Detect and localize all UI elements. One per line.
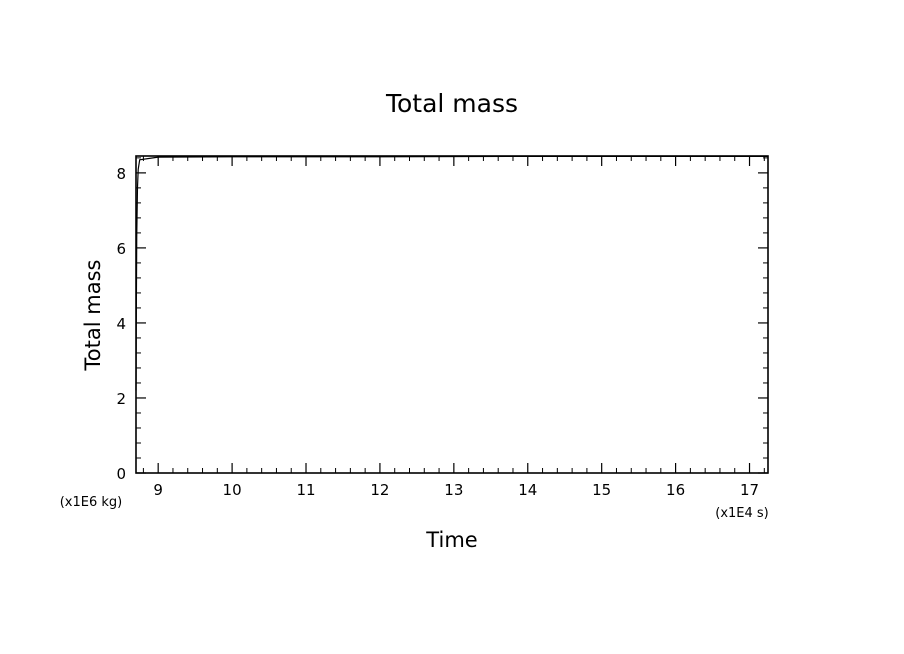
plot-frame (135, 155, 769, 474)
y-tick-label: 2 (116, 390, 126, 408)
x-tick-label: 17 (740, 481, 759, 499)
x-tick-label: 15 (592, 481, 611, 499)
x-tick-label: 16 (666, 481, 685, 499)
x-tick-label: 9 (153, 481, 163, 499)
y-tick-label: 4 (116, 315, 126, 333)
y-axis-label: Total mass (81, 260, 105, 372)
y-unit-label: (x1E6 kg) (60, 495, 123, 510)
y-tick-label: 8 (116, 165, 126, 183)
plot-area (135, 155, 769, 474)
y-tick-label: 6 (116, 240, 126, 258)
x-tick-label: 14 (518, 481, 537, 499)
y-tick-label: 0 (116, 465, 126, 483)
axis-tick-labels: 9 10 11 12 13 14 15 16 17 0 2 4 6 8 (116, 165, 759, 499)
x-axis-label: Time (425, 528, 477, 552)
series-line-0 (135, 155, 768, 391)
axis-ticks (136, 156, 768, 474)
x-tick-label: 11 (296, 481, 315, 499)
x-tick-label: 12 (370, 481, 389, 499)
series-group (135, 155, 768, 391)
x-tick-label: 13 (444, 481, 463, 499)
chart-title: Total mass (385, 89, 518, 118)
x-unit-label: (x1E4 s) (715, 506, 769, 521)
x-tick-label: 10 (223, 481, 242, 499)
